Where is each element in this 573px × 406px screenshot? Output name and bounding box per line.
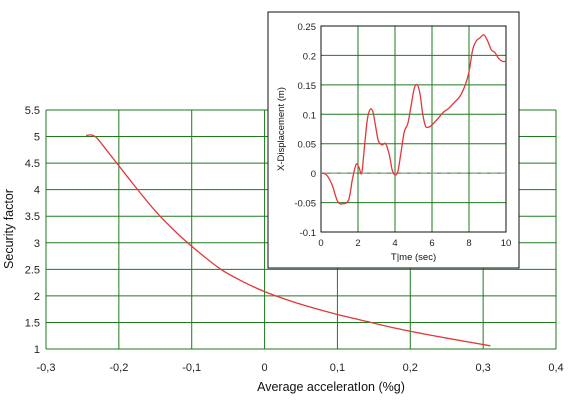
main-x-tick-label: 0,3 [475,362,490,374]
main-x-tick-label: 0,4 [548,362,563,374]
inset-x-tick-label: 2 [355,238,360,249]
main-x-tick-label: -0,2 [109,362,128,374]
inset-x-tick-label: 8 [466,238,471,249]
inset-chart: 0 2 4 6 8 10 -0.1 -0.05 0 0.05 0.1 0.15 0.2 0.25 T|me… [267,11,520,269]
inset-y-axis-title: X-Displacement (m) [276,87,287,171]
main-tick-labels: -0,3 -0,2 -0,1 0 0,1 0,2 0,3 0,4 1 1.5 2 2.5 3 3.5 4 4.… [25,105,564,374]
main-y-tick-label: 5.5 [25,105,40,117]
inset-x-tick-label: 10 [501,238,512,249]
inset-y-tick-label: 0 [311,169,316,180]
main-y-tick-label: 5 [34,132,40,144]
inset-x-tick-label: 0 [318,238,323,249]
inset-plot-frame [320,25,507,233]
main-y-tick-label: 3 [34,238,40,250]
main-x-tick-label: -0,3 [37,362,56,374]
inset-tick-labels: 0 2 4 6 8 10 -0.1 -0.05 0 0.05 0.1 0.15 0.2 0.25 [294,22,511,249]
main-y-axis-title: Security factor [2,189,16,269]
inset-series-line-0 [320,34,507,205]
main-y-tick-label: 2 [34,291,40,303]
inset-y-tick-label: 0.1 [303,110,316,121]
main-y-tick-label: 1.5 [25,317,40,329]
main-y-tick-label: 4.5 [25,158,40,170]
inset-grid [320,25,507,233]
main-series-line-0 [85,134,491,347]
inset-x-tick-label: 4 [392,238,397,249]
inset-series [320,34,507,205]
main-x-tick-label: -0,1 [182,362,201,374]
inset-background [267,11,520,269]
inset-y-tick-label: 0.05 [298,140,317,151]
inset-y-tick-label: 0.15 [298,81,317,92]
main-y-tick-label: 3.5 [25,211,40,223]
main-x-tick-label: 0,2 [403,362,418,374]
main-y-tick-label: 2.5 [25,264,40,276]
main-y-tick-label: 4 [34,185,40,197]
inset-y-tick-label: -0.1 [300,228,316,239]
main-x-tick-label: 0,1 [330,362,345,374]
main-x-tick-label: 0 [262,362,268,374]
inset-x-tick-label: 6 [429,238,434,249]
inset-y-tick-label: 0.25 [298,22,317,33]
main-y-tick-label: 1 [34,344,40,356]
inset-y-tick-label: 0.2 [303,51,316,62]
main-x-axis-title: Average acceleratIon (%g) [257,380,405,394]
main-series [85,134,491,347]
inset-y-tick-label: -0.05 [294,199,316,210]
inset-x-axis-title: T|me (sec) [391,252,436,263]
